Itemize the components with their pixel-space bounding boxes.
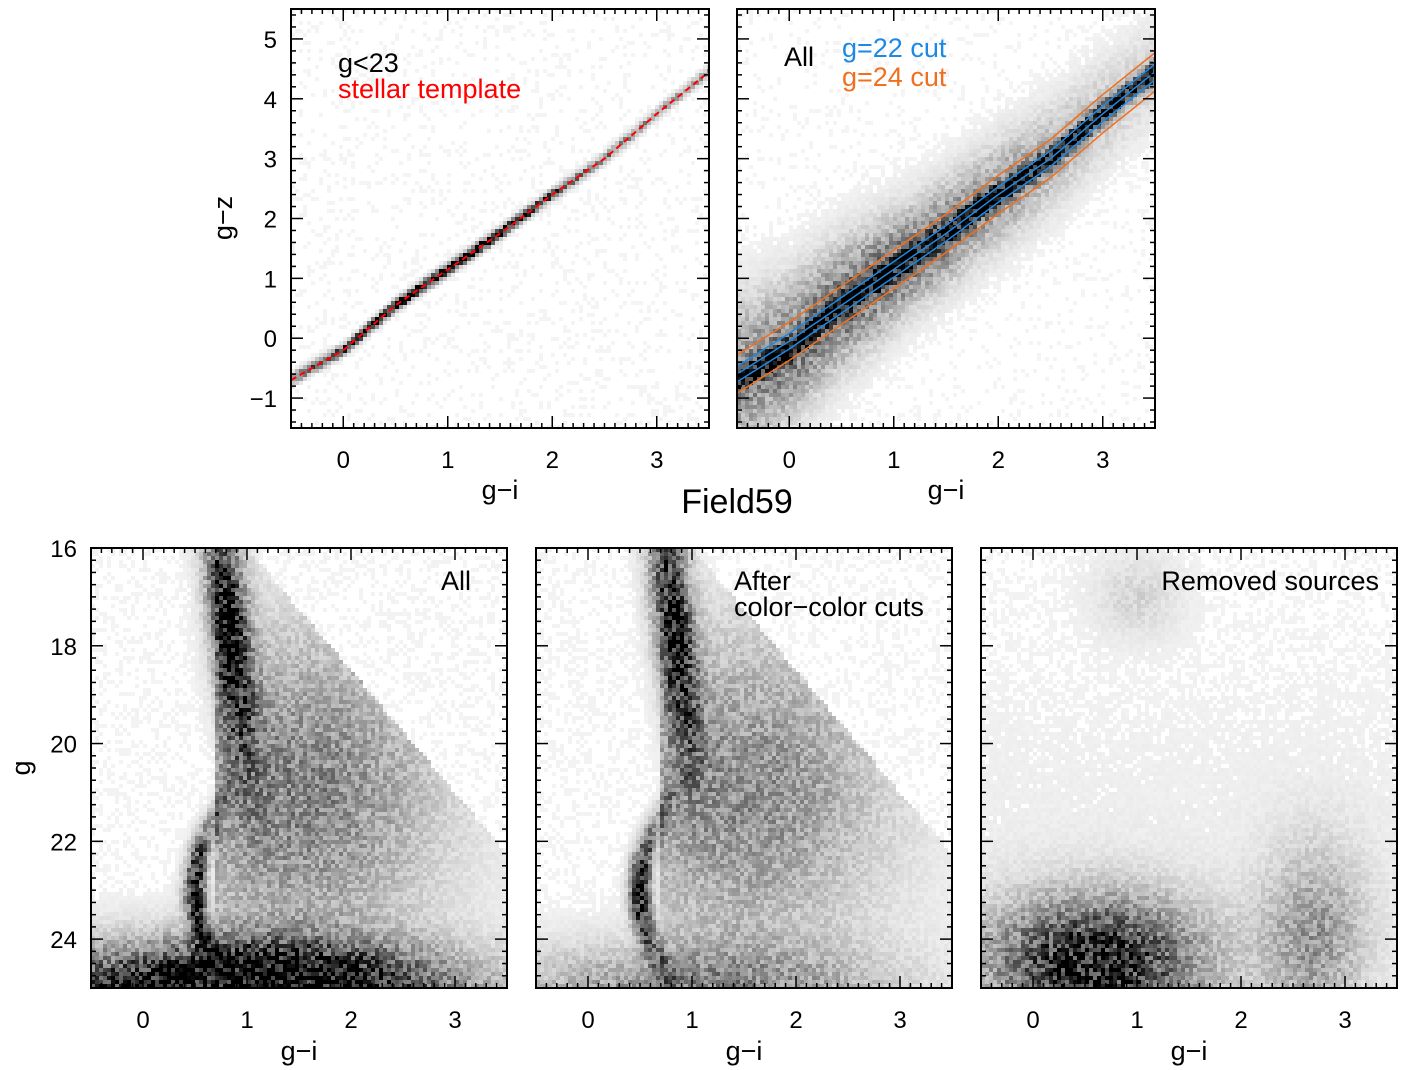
y-tick-label: 16 [50, 536, 77, 563]
x-tick-label: 0 [1026, 1007, 1039, 1034]
x-tick-label: 1 [441, 447, 454, 474]
x-tick-label: 3 [650, 447, 663, 474]
x-tick-label: 2 [1234, 1007, 1247, 1034]
x-tick-label: 0 [136, 1007, 149, 1034]
figure-title: Field59 [681, 483, 793, 521]
series-line-g-24-cut-0 [737, 90, 1155, 394]
y-tick-label: 3 [264, 147, 277, 174]
density-map [737, 9, 1155, 428]
density-map [981, 548, 1397, 988]
x-tick-label: 2 [992, 447, 1005, 474]
x-tick-label: 0 [783, 447, 796, 474]
x-tick-label: 0 [581, 1007, 594, 1034]
y-tick-label: 0 [264, 326, 277, 353]
x-tick-label: 3 [893, 1007, 906, 1034]
x-axis-label: g−i [281, 1036, 318, 1066]
x-tick-label: 3 [448, 1007, 461, 1034]
density-map [536, 548, 952, 988]
series-line-g-22-cut-1 [737, 71, 1155, 375]
x-tick-label: 2 [789, 1007, 802, 1034]
y-tick-label: 22 [50, 829, 77, 856]
annotation-label: g=22 cut [842, 33, 947, 63]
x-tick-label: 3 [1338, 1007, 1351, 1034]
y-axis-label: g [6, 760, 36, 775]
density-map [91, 548, 507, 988]
y-tick-label: 18 [50, 634, 77, 661]
density-map [291, 9, 709, 428]
x-tick-label: 1 [1130, 1007, 1143, 1034]
x-axis-label: g−i [726, 1036, 763, 1066]
series-line-g-22-cut-0 [737, 79, 1155, 383]
x-axis-label: g−i [1171, 1036, 1208, 1066]
annotation-label: stellar template [338, 74, 521, 104]
y-tick-label: −1 [250, 386, 277, 413]
x-tick-label: 2 [546, 447, 559, 474]
y-tick-label: 4 [264, 87, 277, 114]
y-axis-label: g−z [208, 196, 238, 240]
x-tick-label: 3 [1096, 447, 1109, 474]
y-tick-label: 24 [50, 927, 77, 954]
panel-cmd-all: 0 1 2 3 16 18 20 22 24 g−i g All [6, 536, 508, 1066]
panel-cmd-removed: 0 1 2 3 g−i Removed sources [980, 547, 1398, 1066]
x-axis-label: g−i [928, 475, 965, 505]
annotation-label: g<23 [338, 48, 399, 78]
series-line-g-24-cut-1 [737, 52, 1155, 356]
y-tick-label: 5 [264, 27, 277, 54]
y-tick-label: 1 [264, 266, 277, 293]
annotation-label: color−color cuts [734, 592, 924, 622]
x-tick-label: 2 [344, 1007, 357, 1034]
x-axis-label: g−i [482, 475, 519, 505]
annotation-label: Removed sources [1161, 566, 1379, 596]
annotation-label: All [784, 42, 814, 72]
annotation-label: After [734, 566, 791, 596]
x-tick-label: 1 [240, 1007, 253, 1034]
series-line-stellar-template [291, 71, 709, 381]
x-tick-label: 0 [337, 447, 350, 474]
annotation-label: All [441, 566, 471, 596]
annotation-label: g=24 cut [842, 62, 947, 92]
x-tick-label: 1 [887, 447, 900, 474]
series-line-g-22-cut-2 [737, 63, 1155, 367]
y-tick-label: 2 [264, 207, 277, 234]
y-tick-label: 20 [50, 732, 77, 759]
x-tick-label: 1 [685, 1007, 698, 1034]
